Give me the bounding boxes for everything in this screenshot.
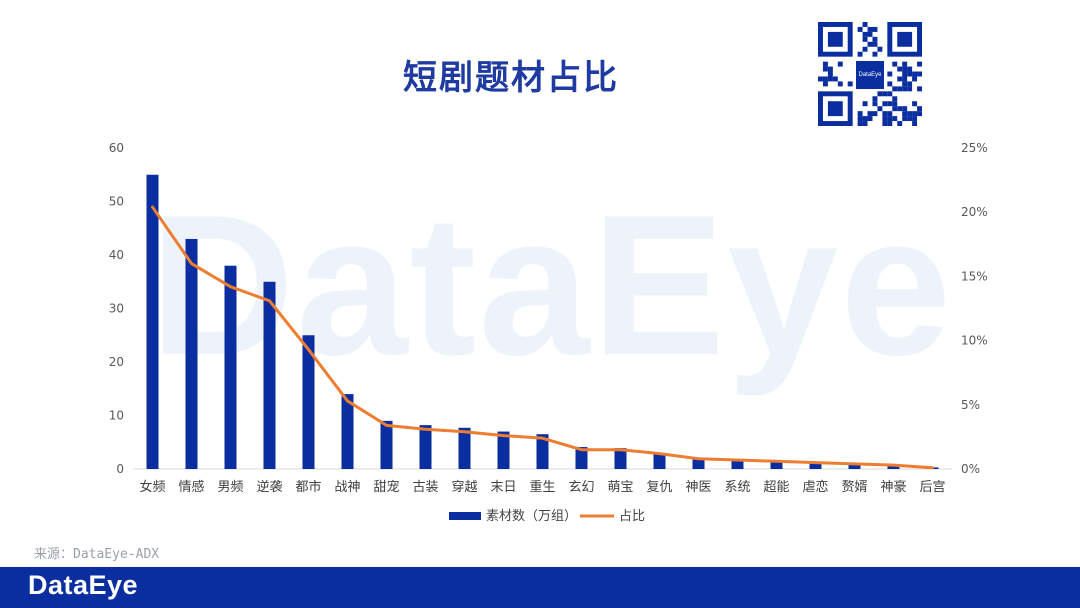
y-left-tick-label: 30 <box>109 302 124 316</box>
x-tick-label: 超能 <box>763 480 789 495</box>
footer-bar <box>0 567 1080 608</box>
x-tick-label: 玄幻 <box>568 480 594 495</box>
x-tick-label: 神医 <box>685 480 711 495</box>
y-right-tick-label: 10% <box>961 334 988 348</box>
y-left-tick-label: 60 <box>109 141 124 155</box>
bar <box>458 427 471 469</box>
x-tick-label: 后宫 <box>919 480 945 495</box>
y-right-tick-label: 25% <box>961 141 988 155</box>
y-left-tick-label: 20 <box>109 355 124 369</box>
bar <box>380 420 393 469</box>
bar <box>302 335 315 469</box>
chart-title: 短剧题材占比 <box>403 58 619 98</box>
x-tick-label: 重生 <box>529 479 555 495</box>
bar <box>185 238 198 469</box>
bar <box>497 431 510 469</box>
x-tick-label: 女频 <box>139 479 165 495</box>
x-tick-label: 都市 <box>295 479 321 495</box>
bar <box>419 425 432 469</box>
bar <box>809 462 822 469</box>
x-tick-label: 古装 <box>412 480 438 495</box>
y-left-tick-label: 40 <box>109 248 124 262</box>
y-right-tick-label: 20% <box>961 205 988 219</box>
y-left-tick-label: 0 <box>116 462 124 476</box>
bar <box>536 434 549 469</box>
x-tick-label: 战神 <box>334 480 360 495</box>
bar <box>614 448 627 469</box>
legend-bar-swatch <box>449 512 481 520</box>
x-tick-label: 虐恋 <box>802 479 828 495</box>
qr-code <box>818 22 922 126</box>
bar <box>770 460 783 469</box>
x-tick-label: 甜宠 <box>373 479 399 495</box>
qr-center-logo: DataEye <box>856 61 884 89</box>
y-right-tick-label: 5% <box>961 398 980 412</box>
bar <box>887 464 900 469</box>
bar <box>653 452 666 469</box>
bar <box>692 458 705 469</box>
y-left-tick-label: 10 <box>109 409 124 423</box>
bar <box>341 394 354 469</box>
bar <box>575 447 588 469</box>
y-right-tick-label: 15% <box>961 269 988 283</box>
x-tick-label: 系统 <box>724 480 750 495</box>
bar <box>848 463 861 469</box>
bar <box>224 265 237 469</box>
line-series <box>151 205 934 470</box>
x-tick-label: 末日 <box>490 480 516 495</box>
x-tick-label: 穿越 <box>451 479 477 495</box>
chart: 0 10 20 30 40 50 60 0% 5% 10% 15% 20% 25% 女频 情感 男频 逆袭 都市战… <box>109 141 988 524</box>
bar <box>146 174 159 469</box>
x-tick-label: 萌宝 <box>607 480 633 495</box>
x-tick-label: 赘婿 <box>841 479 867 495</box>
y-left-tick-label: 50 <box>109 195 124 209</box>
x-tick-label: 神豪 <box>880 479 906 495</box>
y-right-tick-label: 0% <box>961 462 980 476</box>
legend-bar-label: 素材数（万组） <box>486 509 577 524</box>
x-tick-label: 复仇 <box>646 480 672 495</box>
x-tick-label: 情感 <box>178 479 204 495</box>
source-note: 来源：DataEye-ADX <box>34 547 160 562</box>
legend-line-label: 占比 <box>619 509 645 524</box>
watermark: DataEye <box>150 174 954 397</box>
x-tick-label: 逆袭 <box>256 479 282 495</box>
x-tick-label: 男频 <box>217 480 243 495</box>
bar <box>731 459 744 469</box>
footer-logo: DataEye <box>28 570 139 600</box>
bar <box>263 281 276 469</box>
